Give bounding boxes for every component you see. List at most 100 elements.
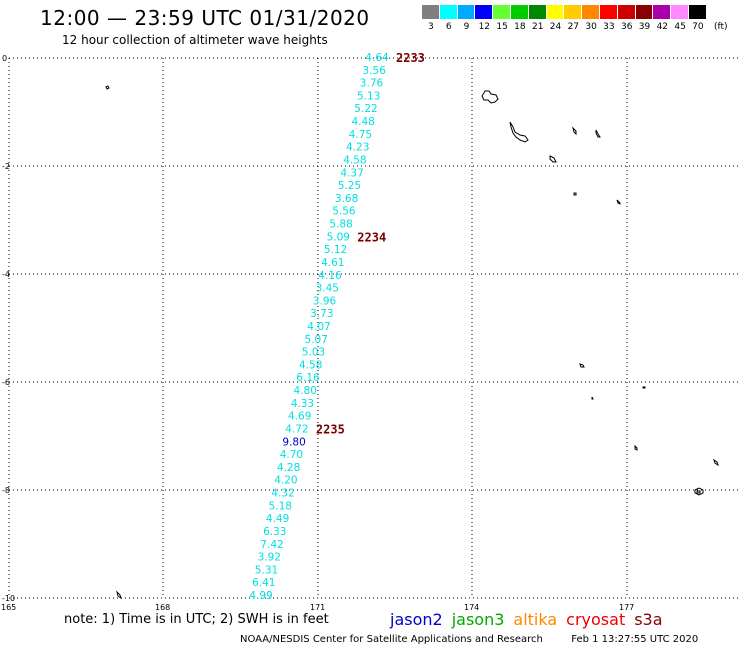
island [509, 121, 529, 143]
lat-label: -8 [2, 486, 10, 495]
lat-label: 0 [2, 54, 7, 63]
legend-label: 33 [603, 22, 615, 32]
swh-value: 5.07 [305, 334, 328, 346]
swh-value: 4.58 [343, 155, 366, 167]
island [616, 199, 621, 205]
swh-value: 5.18 [269, 500, 292, 512]
legend-swatch [600, 5, 618, 19]
swh-value: 5.25 [338, 180, 361, 192]
swh-value: 3.56 [363, 65, 387, 77]
time-label: 2234 [357, 230, 386, 244]
legend-label: 24 [549, 22, 562, 32]
legend-swatch [653, 5, 672, 19]
legend-label: 6 [445, 22, 452, 32]
swh-value: 5.88 [329, 219, 352, 231]
swh-value: 3.76 [360, 78, 384, 90]
swh-value: 4.61 [321, 257, 344, 269]
swh-value: 4.70 [280, 449, 303, 461]
legend-unit: (ft) [714, 22, 728, 32]
generated-timestamp: Feb 1 13:27:55 UTC 2020 [571, 634, 699, 645]
swh-value: 7.42 [260, 539, 283, 551]
legend-label: 39 [638, 22, 651, 32]
satellite-legend: jason2 jason3 altika cryosat s3a [390, 610, 672, 629]
lon-label: 171 [310, 603, 325, 612]
island [116, 590, 122, 600]
swh-value: 4.07 [307, 321, 330, 333]
swh-value: 3.73 [310, 308, 333, 320]
swh-value: 3.96 [313, 295, 337, 307]
island [713, 458, 719, 467]
island [481, 90, 499, 104]
page-subtitle: 12 hour collection of altimeter wave hei… [62, 33, 328, 47]
satellite-jason3: jason3 [451, 610, 505, 629]
swh-value: 5.22 [354, 103, 377, 115]
island [595, 129, 601, 138]
swh-value: 6.16 [296, 372, 320, 384]
legend-label: 27 [567, 22, 580, 32]
legend-label: 12 [478, 22, 491, 32]
island [579, 363, 585, 368]
legend-swatch [564, 5, 583, 19]
legend-swatch [511, 5, 529, 19]
satellite-altika: altika [513, 610, 558, 629]
swh-value: 4.75 [349, 129, 372, 141]
time-label: 2235 [316, 423, 345, 437]
legend-swatch [689, 5, 707, 19]
lon-label: 174 [464, 603, 479, 612]
swh-value: 4.28 [277, 462, 300, 474]
legend-swatch [457, 5, 476, 19]
legend-swatch [635, 5, 654, 19]
swh-value: 4.23 [346, 142, 369, 154]
legend-label: 18 [514, 22, 526, 32]
swh-value: 5.56 [332, 206, 356, 218]
legend-swatch [475, 5, 494, 19]
satellite-jason2: jason2 [390, 610, 443, 629]
legend-label: 21 [531, 22, 544, 32]
legend-label: 3 [428, 22, 434, 32]
credit-text: NOAA/NESDIS Center for Satellite Applica… [240, 634, 543, 645]
swh-value: 4.32 [271, 488, 294, 500]
units-note: note: 1) Time is in UTC; 2) SWH is in fe… [64, 612, 329, 627]
swh-value: 4.64 [365, 52, 389, 64]
lat-label: -4 [2, 270, 10, 279]
swh-value: 6.33 [263, 526, 286, 538]
swh-value: 4.80 [294, 385, 317, 397]
swh-value: 4.49 [266, 513, 289, 525]
lat-label: -2 [2, 162, 10, 171]
swh-value: 5.13 [357, 90, 380, 102]
legend-label: 45 [674, 22, 686, 32]
legend-swatch [493, 5, 511, 19]
island [694, 487, 704, 496]
altimeter-track: 4.643.563.765.135.224.484.754.234.584.37… [249, 51, 425, 602]
swh-value: 5.03 [302, 347, 325, 359]
legend-swatch [546, 5, 565, 19]
lat-label: -10 [2, 594, 15, 603]
island [105, 85, 110, 90]
swh-value: 9.80 [282, 436, 305, 448]
swh-value: 4.99 [249, 590, 272, 602]
lon-label: 168 [155, 603, 170, 612]
legend-swatch [528, 5, 547, 19]
island [573, 192, 577, 196]
swh-value: 4.20 [274, 475, 297, 487]
legend-label: 30 [585, 22, 597, 32]
swh-value: 4.58 [299, 359, 322, 371]
page-title: 12:00 — 23:59 UTC 01/31/2020 [40, 6, 370, 30]
legend-swatch [617, 5, 636, 19]
swh-value: 4.33 [291, 398, 314, 410]
legend-label: 9 [463, 22, 470, 32]
legend-label: 70 [692, 22, 704, 32]
legend-label: 42 [656, 22, 669, 32]
footer-credit: NOAA/NESDIS Center for Satellite Applica… [240, 634, 698, 645]
lat-label: -6 [2, 378, 10, 387]
island [634, 444, 638, 451]
lon-label: 165 [1, 603, 16, 612]
swh-value: 5.12 [324, 244, 347, 256]
lon-label: 177 [619, 603, 634, 612]
swh-value: 5.09 [327, 231, 350, 243]
swh-value: 6.41 [252, 577, 275, 589]
legend-swatch [671, 5, 689, 19]
swh-value: 4.37 [340, 167, 363, 179]
satellite-s3a: s3a [634, 610, 663, 629]
